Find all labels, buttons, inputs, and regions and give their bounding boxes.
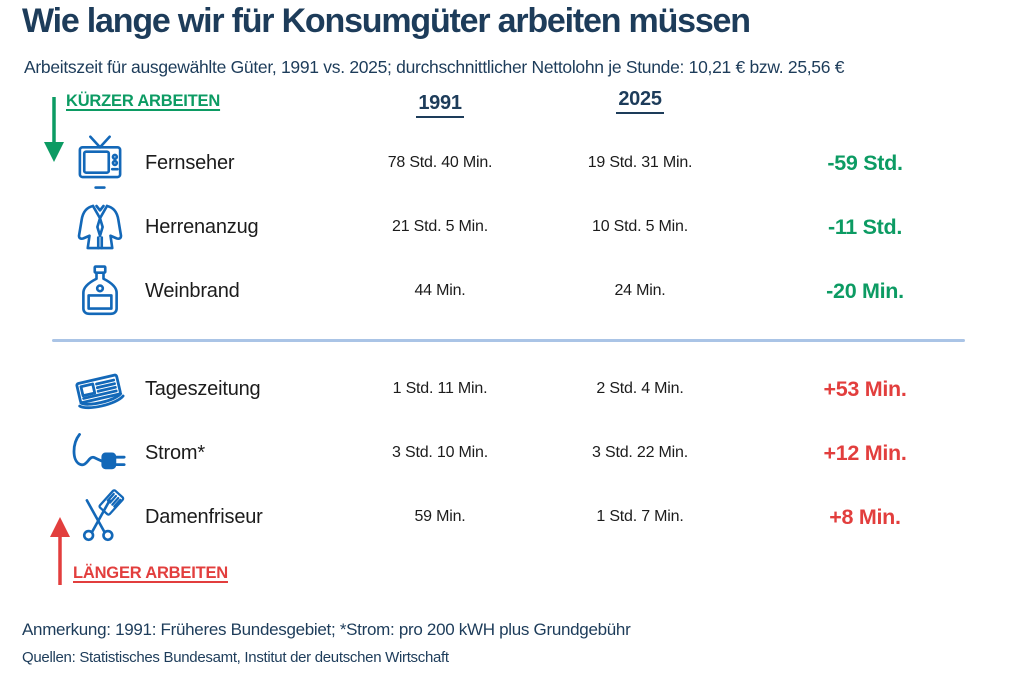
- column-header-1991: 1991: [345, 92, 535, 118]
- page-subtitle: Arbeitszeit für ausgewählte Güter, 1991 …: [24, 57, 845, 77]
- table-group-longer: Tageszeitung 1 Std. 11 Min. 2 Std. 4 Min…: [55, 357, 985, 549]
- footnote: Anmerkung: 1991: Früheres Bundesgebiet; …: [22, 620, 631, 639]
- value-1991: 78 Std. 40 Min.: [387, 154, 493, 171]
- table-row: Fernseher 78 Std. 40 Min. 19 Std. 31 Min…: [55, 131, 985, 195]
- arrow-up-icon: [50, 517, 70, 585]
- value-1991: 1 Std. 11 Min.: [392, 380, 488, 397]
- legend-shorter-label: KÜRZER ARBEITEN: [66, 92, 221, 110]
- arrow-down-icon: [44, 97, 64, 162]
- delta-value: -20 Min.: [826, 278, 904, 303]
- legend-longer-label: LÄNGER ARBEITEN: [73, 564, 228, 582]
- page-title: Wie lange wir für Konsumgüter arbeiten m…: [22, 2, 751, 40]
- item-label: Weinbrand: [145, 279, 240, 302]
- suit-icon: [77, 204, 123, 250]
- delta-value: +8 Min.: [829, 504, 901, 529]
- value-1991: 3 Std. 10 Min.: [392, 444, 488, 461]
- table-row: Damenfriseur 59 Min. 1 Std. 7 Min. +8 Mi…: [55, 485, 985, 549]
- delta-value: +12 Min.: [823, 440, 907, 465]
- column-header-2025: 2025: [535, 88, 745, 114]
- tv-icon: [78, 135, 122, 189]
- value-2025: 1 Std. 7 Min.: [596, 508, 684, 525]
- item-label: Herrenanzug: [145, 215, 259, 238]
- table-group-shorter: Fernseher 78 Std. 40 Min. 19 Std. 31 Min…: [55, 131, 985, 323]
- value-1991: 44 Min.: [414, 282, 466, 299]
- table-row: Herrenanzug 21 Std. 5 Min. 10 Std. 5 Min…: [55, 195, 985, 259]
- table-row: Weinbrand 44 Min. 24 Min. -20 Min.: [55, 259, 985, 323]
- item-label: Fernseher: [145, 151, 235, 174]
- item-label: Damenfriseur: [145, 505, 263, 528]
- scissors-comb-icon: [82, 489, 125, 542]
- value-1991: 21 Std. 5 Min.: [392, 218, 488, 235]
- delta-value: -11 Std.: [827, 214, 903, 239]
- item-label: Strom*: [145, 441, 205, 464]
- value-2025: 2 Std. 4 Min.: [596, 380, 684, 397]
- value-2025: 3 Std. 22 Min.: [592, 444, 688, 461]
- item-label: Tageszeitung: [145, 377, 261, 400]
- section-divider: [52, 339, 965, 342]
- delta-value: +53 Min.: [823, 376, 907, 401]
- value-2025: 24 Min.: [614, 282, 666, 299]
- brandy-bottle-icon: [82, 265, 118, 316]
- power-plug-icon: [72, 433, 126, 470]
- value-2025: 19 Std. 31 Min.: [587, 154, 693, 171]
- table-row: Strom* 3 Std. 10 Min. 3 Std. 22 Min. +12…: [55, 421, 985, 485]
- sources: Quellen: Statistisches Bundesamt, Instit…: [22, 649, 449, 666]
- value-2025: 10 Std. 5 Min.: [592, 218, 688, 235]
- value-1991: 59 Min.: [414, 508, 466, 525]
- newspaper-icon: [75, 373, 125, 410]
- table-row: Tageszeitung 1 Std. 11 Min. 2 Std. 4 Min…: [55, 357, 985, 421]
- delta-value: -59 Std.: [827, 150, 903, 175]
